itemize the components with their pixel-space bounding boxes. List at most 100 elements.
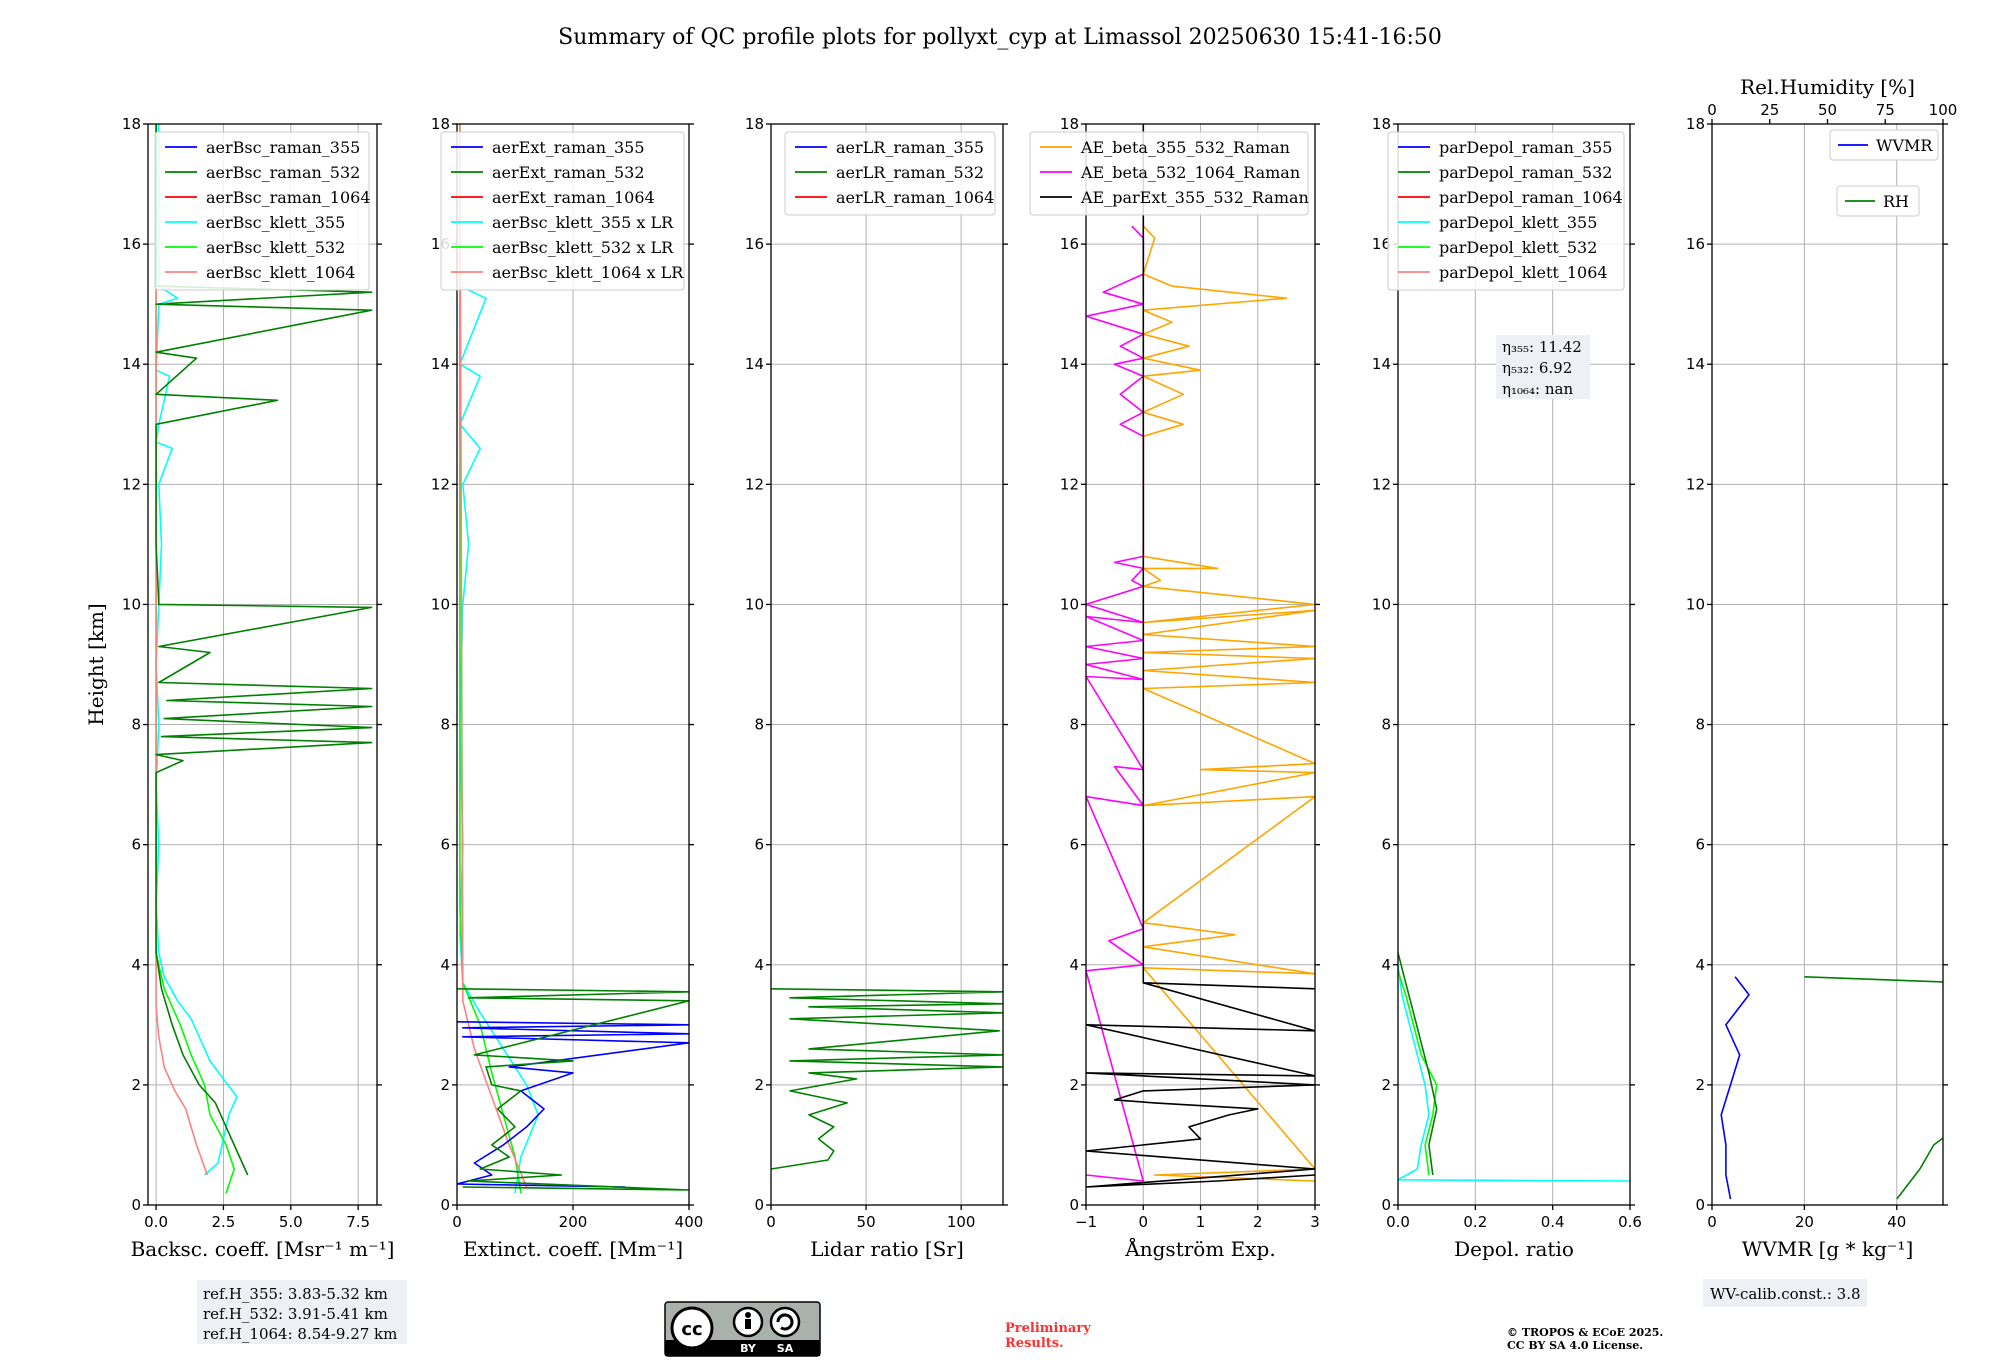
- x-tick-label: 50: [857, 1213, 876, 1231]
- y-tick-label: 16: [1686, 235, 1705, 253]
- sa-icon: [769, 1306, 801, 1338]
- y-tick-label: 14: [1372, 355, 1391, 373]
- y-tick-label: 10: [1372, 595, 1391, 613]
- y-tick-label: 2: [440, 1076, 450, 1094]
- legend-entry: aerBsc_klett_355: [206, 213, 345, 232]
- x-tick-label: 0: [766, 1213, 776, 1231]
- y-tick-label: 8: [440, 716, 450, 734]
- legend-entry: aerBsc_raman_355: [206, 138, 360, 157]
- y-axis-label: Height [km]: [84, 603, 108, 725]
- legend-entry: parDepol_raman_1064: [1439, 188, 1623, 207]
- x-axis-label: WVMR [g * kg⁻¹]: [1742, 1237, 1914, 1261]
- legend-box: [1029, 131, 1309, 216]
- cc-icon: [670, 1306, 714, 1350]
- legend-entry: aerLR_raman_532: [836, 163, 984, 182]
- series-aerbsc-klett-1064: [155, 124, 209, 1176]
- series-aerbsc-klett-532: [155, 124, 235, 1194]
- legend-entry: RH: [1883, 192, 1909, 211]
- y-tick-label: 12: [1060, 475, 1079, 493]
- series-rh: [1804, 976, 1943, 1200]
- series-aerbsc-raman-532: [155, 124, 373, 1176]
- x-tick-label: 0.6: [1618, 1213, 1642, 1231]
- x-tick-label: 20: [1795, 1213, 1814, 1231]
- x2-tick-label: 100: [1929, 101, 1958, 119]
- legend-entry: aerBsc_klett_355 x LR: [492, 213, 674, 232]
- y-tick-label: 2: [754, 1076, 764, 1094]
- panel-3: 0 2 4 6 8 10 12 14 16 18 0 50 100 Lidar ratio [Sr] aer…: [745, 115, 1008, 1261]
- legend-box: [154, 131, 370, 291]
- x-tick-label: 5.0: [279, 1213, 303, 1231]
- panel-5: 0 2 4 6 8 10 12 14 16 18 0.0 0.2 0.4 0.6 Depol. ratio p…: [1372, 115, 1642, 1261]
- x-tick-label: 2: [1253, 1213, 1263, 1231]
- legend-entry: parDepol_klett_355: [1439, 213, 1597, 232]
- series-pardepol-raman-532: [1398, 952, 1438, 1176]
- y-tick-label: 0: [1695, 1196, 1705, 1214]
- series-group: [1720, 976, 1943, 1200]
- series-aerext-raman-532: [457, 988, 689, 1191]
- info-line: WV-calib.const.: 3.8: [1710, 1285, 1861, 1303]
- info-line: ref.H_1064: 8.54-9.27 km: [203, 1325, 397, 1343]
- y-tick-label: 6: [131, 836, 141, 854]
- y-tick-label: 8: [1381, 716, 1391, 734]
- y-tick-label: 8: [754, 716, 764, 734]
- x-tick-label: 40: [1887, 1213, 1906, 1231]
- legend-entry: aerBsc_raman_1064: [206, 188, 371, 207]
- plot-frame: [1397, 123, 1631, 1206]
- info-box: [197, 1280, 407, 1344]
- x-tick-label: 2.5: [212, 1213, 236, 1231]
- series-group: [1086, 124, 1315, 1188]
- info-box: [1703, 1279, 1867, 1307]
- y-tick-label: 6: [1695, 836, 1705, 854]
- x-tick-label: 1: [1196, 1213, 1206, 1231]
- info-line: ref.H_532: 3.91-5.41 km: [203, 1305, 388, 1323]
- x-tick-label: 200: [559, 1213, 588, 1231]
- copyright-line-1: © TROPOS & ECoE 2025.: [1507, 1326, 1663, 1339]
- y-tick-label: 8: [1069, 716, 1079, 734]
- x2-tick-label: 75: [1876, 101, 1895, 119]
- preliminary-line-2: Results.: [1005, 1336, 1064, 1351]
- y-tick-label: 4: [1695, 956, 1705, 974]
- info-line: η₅₃₂: 6.92: [1502, 359, 1572, 377]
- figure-title: Summary of QC profile plots for pollyxt_…: [558, 25, 1442, 50]
- legend-entry: aerExt_raman_532: [492, 163, 645, 182]
- y-tick-label: 0: [131, 1196, 141, 1214]
- x2-tick-label: 25: [1760, 101, 1779, 119]
- info-line: η₃₅₅: 11.42: [1502, 338, 1582, 356]
- copyright-line-2: CC BY SA 4.0 License.: [1507, 1339, 1643, 1352]
- legend-entry: aerBsc_klett_532 x LR: [492, 238, 674, 257]
- y-tick-label: 14: [1686, 355, 1705, 373]
- y-tick-label: 6: [1381, 836, 1391, 854]
- series-ae-beta-532-1064-raman: [1086, 225, 1145, 1182]
- legend-entry: parDepol_klett_1064: [1439, 263, 1608, 282]
- y-tick-label: 12: [1686, 475, 1705, 493]
- y-tick-label: 14: [431, 355, 450, 373]
- y-tick-label: 12: [431, 475, 450, 493]
- preliminary-line-1: Preliminary: [1005, 1321, 1091, 1336]
- legend-box: [1387, 131, 1625, 291]
- legend-entry: aerBsc_klett_532: [206, 238, 345, 257]
- series-group: [457, 124, 689, 1194]
- y-tick-label: 4: [440, 956, 450, 974]
- legend-entry: parDepol_raman_355: [1439, 138, 1612, 157]
- y-tick-label: 16: [122, 235, 141, 253]
- y-tick-label: 18: [1686, 115, 1705, 133]
- y-tick-label: 0: [440, 1196, 450, 1214]
- x-tick-label: 400: [675, 1213, 704, 1231]
- legend-entry: aerBsc_raman_532: [206, 163, 360, 182]
- legend-entry: aerBsc_klett_1064 x LR: [492, 263, 684, 282]
- series-group: [155, 124, 373, 1194]
- y-tick-label: 10: [1686, 595, 1705, 613]
- cc-by-label: BY: [740, 1342, 757, 1355]
- y-tick-label: 18: [1060, 115, 1079, 133]
- x-axis-label: Ångström Exp.: [1124, 1236, 1275, 1261]
- y-tick-label: 18: [122, 115, 141, 133]
- y-tick-label: 8: [131, 716, 141, 734]
- svg-text:cc: cc: [681, 1319, 702, 1340]
- legend-entry: WVMR: [1876, 136, 1933, 155]
- legend-entry: AE_parExt_355_532_Raman: [1080, 188, 1309, 207]
- x2-tick-label: 50: [1818, 101, 1837, 119]
